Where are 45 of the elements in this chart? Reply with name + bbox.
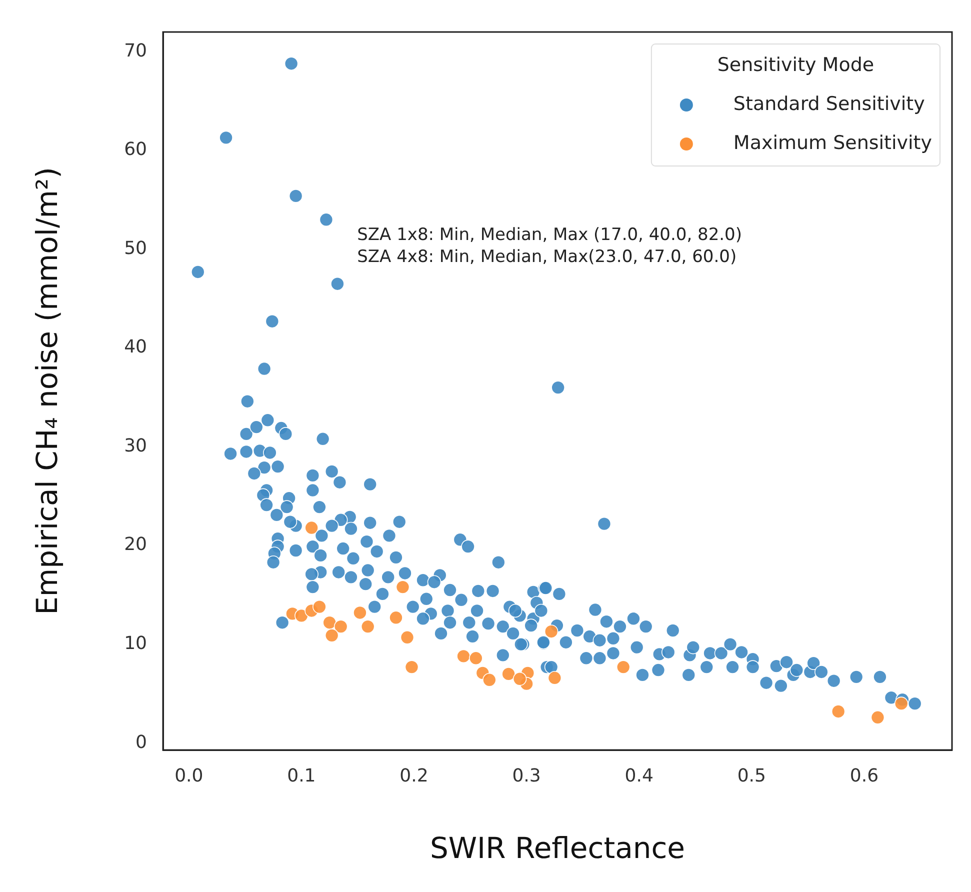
x-tick-label: 0.3	[512, 765, 541, 786]
point	[894, 696, 908, 710]
point	[548, 671, 562, 685]
annotation: SZA 4x8: Min, Median, Max(23.0, 47.0, 60.0)	[357, 247, 737, 268]
y-tick-label: 70	[124, 40, 147, 62]
point	[312, 600, 326, 614]
y-axis-title: Empirical CH₄ noise (mmol/m²)	[30, 167, 64, 615]
point	[294, 608, 308, 623]
point	[469, 651, 483, 666]
y-tick-label: 40	[124, 336, 147, 358]
legend-label: Standard Sensitivity	[733, 92, 925, 115]
point	[400, 630, 414, 644]
x-tick-label: 0.5	[737, 765, 766, 786]
y-tick-label: 20	[124, 534, 147, 556]
point	[616, 660, 630, 674]
annotation: SZA 1x8: Min, Median, Max (17.0, 40.0, 82.0)	[357, 225, 742, 246]
point	[360, 620, 375, 634]
point	[396, 580, 410, 594]
point	[389, 610, 403, 625]
point	[512, 672, 527, 686]
point	[353, 606, 367, 620]
x-tick-label: 0.0	[174, 765, 204, 786]
x-axis-title: SWIR Reflectance	[430, 831, 686, 866]
y-tick-label: 10	[124, 632, 147, 654]
point	[334, 620, 348, 634]
x-tick-label: 0.4	[624, 765, 654, 786]
y-tick-label: 30	[124, 435, 147, 456]
legend-title: Sensitivity Mode	[717, 54, 874, 76]
point	[456, 649, 470, 664]
point	[482, 672, 496, 687]
point	[544, 624, 558, 638]
y-tick-label: 60	[124, 139, 147, 160]
point	[324, 628, 339, 642]
legend-label: Maximum Sensitivity	[733, 132, 932, 154]
y-tick-label: 50	[124, 238, 147, 259]
y-tick-label: 0	[136, 732, 147, 753]
point	[502, 667, 516, 681]
x-tick-label: 0.1	[287, 765, 316, 786]
x-tick-label: 0.6	[850, 765, 879, 786]
point	[322, 616, 336, 630]
point	[404, 660, 419, 674]
point	[870, 710, 885, 724]
x-tick-label: 0.2	[400, 765, 428, 786]
point	[304, 520, 318, 535]
point	[831, 704, 846, 718]
